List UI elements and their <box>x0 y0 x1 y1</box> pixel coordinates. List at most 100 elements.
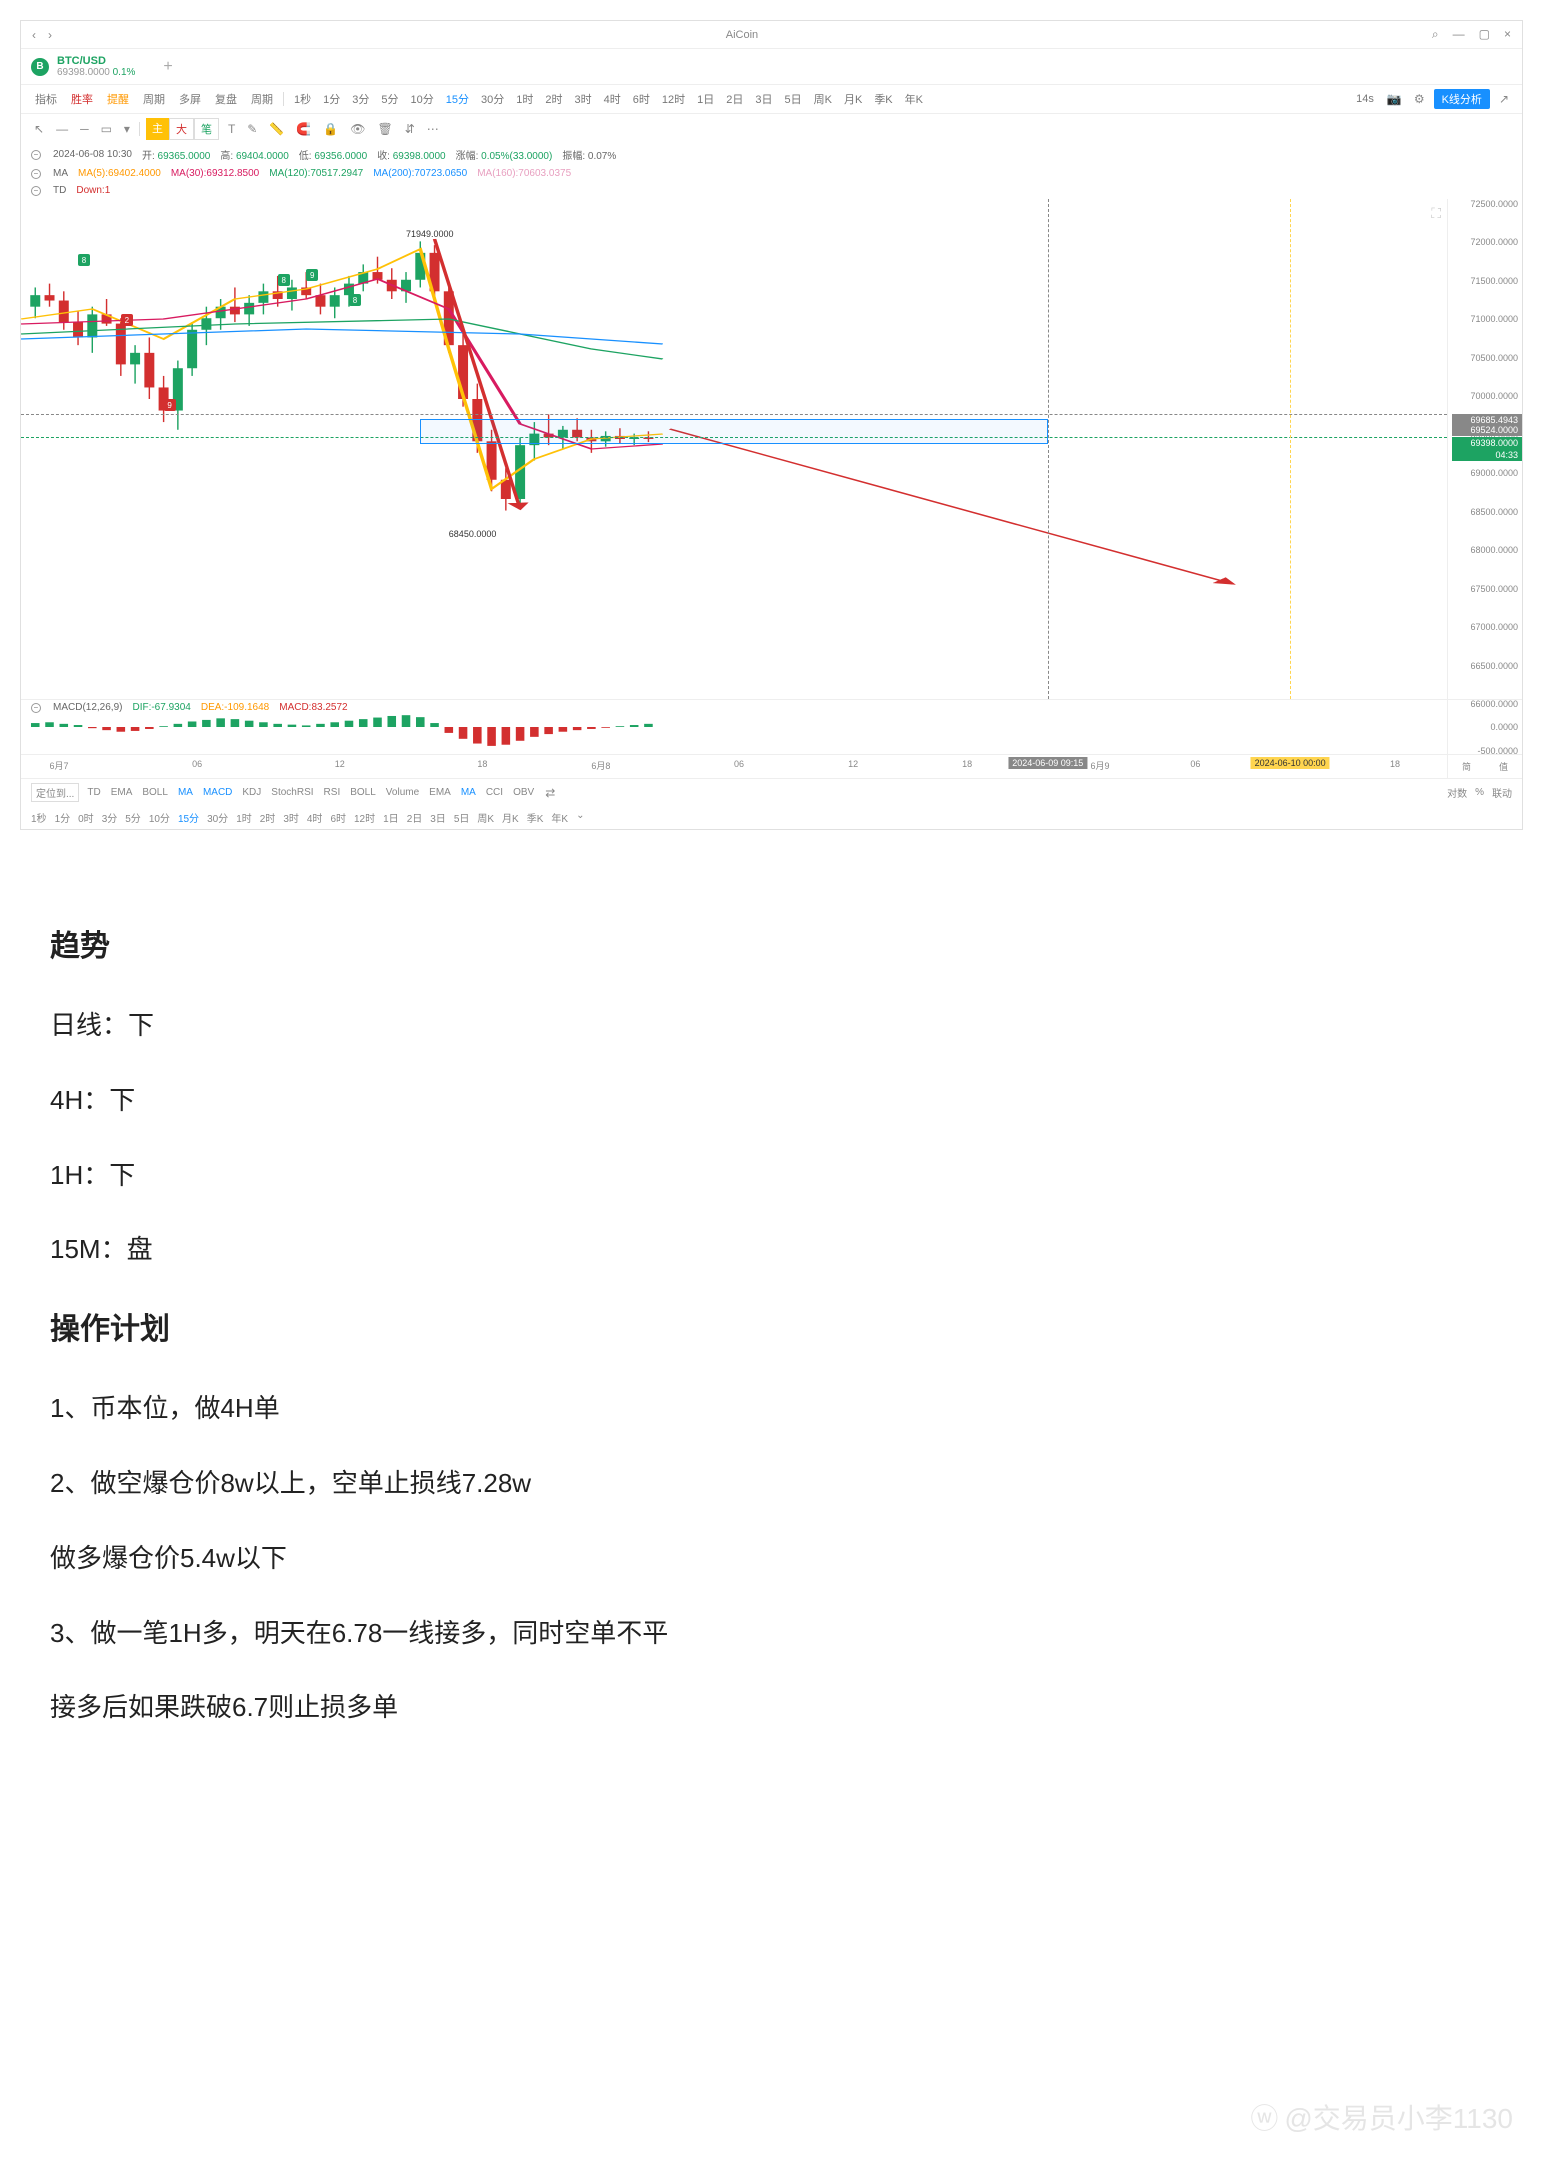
more-icon[interactable]: ⋯ <box>424 120 442 138</box>
tb-indicator[interactable]: 指标 <box>31 89 61 109</box>
indicator-ema[interactable]: EMA <box>111 787 133 798</box>
bottom-tf-年K[interactable]: 年K <box>551 810 568 825</box>
price-chart-area[interactable]: ⛶ 71949.000068450.0000829898 72500.00007… <box>21 199 1522 699</box>
timeframe-4时[interactable]: 4时 <box>600 89 625 109</box>
timeframe-1时[interactable]: 1时 <box>512 89 537 109</box>
indicator-more-icon[interactable]: ⇄ <box>542 784 558 802</box>
timeframe-2时[interactable]: 2时 <box>541 89 566 109</box>
timeframe-5分[interactable]: 5分 <box>377 89 402 109</box>
bottom-tf-2日[interactable]: 2日 <box>407 810 423 825</box>
bottom-tf-1秒[interactable]: 1秒 <box>31 810 47 825</box>
percent-toggle[interactable]: % <box>1475 787 1484 798</box>
indicator-volume[interactable]: Volume <box>386 787 419 798</box>
indicator-td[interactable]: TD <box>87 787 100 798</box>
x-side-btn[interactable]: 值 <box>1499 760 1508 773</box>
bottom-tf-10分[interactable]: 10分 <box>149 810 170 825</box>
locate-button[interactable]: 定位到... <box>31 783 79 802</box>
tf-collapse-icon[interactable]: ⌄ <box>576 810 584 825</box>
timeframe-3时[interactable]: 3时 <box>571 89 596 109</box>
bottom-tf-3日[interactable]: 3日 <box>430 810 446 825</box>
eye-icon[interactable]: 👁 <box>347 120 368 138</box>
timeframe-周K[interactable]: 周K <box>810 89 836 109</box>
ma-toggle-icon[interactable]: – <box>31 169 41 179</box>
bottom-tf-季K[interactable]: 季K <box>527 810 544 825</box>
magnet-icon[interactable]: 🧲 <box>293 120 314 138</box>
bottom-tf-4时[interactable]: 4时 <box>307 810 323 825</box>
indicator-boll[interactable]: BOLL <box>142 787 168 798</box>
bottom-tf-1时[interactable]: 1时 <box>236 810 252 825</box>
line-icon[interactable]: ― <box>53 120 71 138</box>
symbol-tab[interactable]: BTC/USD 69398.0000 0.1% <box>57 55 135 78</box>
bottom-tf-月K[interactable]: 月K <box>502 810 519 825</box>
close-icon[interactable]: × <box>1501 25 1514 44</box>
timeframe-10分[interactable]: 10分 <box>407 89 438 109</box>
timeframe-6时[interactable]: 6时 <box>629 89 654 109</box>
td-toggle-icon[interactable]: – <box>31 186 41 196</box>
macd-panel[interactable]: – MACD(12,26,9) DIF:-67.9304 DEA:-109.16… <box>21 699 1522 754</box>
lock-icon[interactable]: 🔒 <box>320 120 341 138</box>
back-icon[interactable]: ‹ <box>29 26 39 44</box>
ruler-icon[interactable]: 📏 <box>266 120 287 138</box>
kline-analysis-button[interactable]: K线分析 <box>1434 89 1490 109</box>
candle-big[interactable]: 大 <box>169 118 194 140</box>
trend-icon[interactable]: ─ <box>77 120 92 138</box>
link-toggle[interactable]: 联动 <box>1492 785 1512 800</box>
timeframe-30分[interactable]: 30分 <box>477 89 508 109</box>
indicator-cci[interactable]: CCI <box>486 787 503 798</box>
dropdown-icon[interactable]: ▾ <box>121 120 133 138</box>
bottom-tf-0时[interactable]: 0时 <box>78 810 94 825</box>
add-tab-button[interactable]: + <box>163 58 172 76</box>
tb-winrate[interactable]: 胜率 <box>67 89 97 109</box>
indicator-obv[interactable]: OBV <box>513 787 534 798</box>
settings-icon[interactable]: ⚙ <box>1411 90 1428 108</box>
bottom-tf-30分[interactable]: 30分 <box>207 810 228 825</box>
share-icon[interactable]: ↗ <box>1496 90 1512 108</box>
timeframe-2日[interactable]: 2日 <box>722 89 747 109</box>
timeframe-1秒[interactable]: 1秒 <box>290 89 315 109</box>
tb-multi[interactable]: 多屏 <box>175 89 205 109</box>
fullscreen-icon[interactable]: ⛶ <box>1431 205 1441 222</box>
filter-icon[interactable]: ⇵ <box>402 120 418 138</box>
brush-icon[interactable]: ✎ <box>244 120 260 138</box>
indicator-boll[interactable]: BOLL <box>350 787 376 798</box>
chart-canvas[interactable]: ⛶ 71949.000068450.0000829898 <box>21 199 1447 699</box>
bottom-tf-1日[interactable]: 1日 <box>383 810 399 825</box>
bottom-tf-12时[interactable]: 12时 <box>354 810 375 825</box>
timeframe-15分[interactable]: 15分 <box>442 89 473 109</box>
indicator-macd[interactable]: MACD <box>203 787 232 798</box>
tb-cycle2[interactable]: 周期 <box>247 89 277 109</box>
indicator-rsi[interactable]: RSI <box>324 787 341 798</box>
timeframe-年K[interactable]: 年K <box>901 89 927 109</box>
indicator-kdj[interactable]: KDJ <box>242 787 261 798</box>
ohlc-toggle-icon[interactable]: – <box>31 150 41 160</box>
bottom-tf-5日[interactable]: 5日 <box>454 810 470 825</box>
bottom-tf-3时[interactable]: 3时 <box>283 810 299 825</box>
indicator-ma[interactable]: MA <box>178 787 193 798</box>
timeframe-3日[interactable]: 3日 <box>751 89 776 109</box>
tb-alert[interactable]: 提醒 <box>103 89 133 109</box>
cursor-icon[interactable]: ↖ <box>31 120 47 138</box>
candle-small[interactable]: 笔 <box>194 118 219 140</box>
timeframe-5日[interactable]: 5日 <box>781 89 806 109</box>
trash-icon[interactable]: 🗑 <box>374 120 395 138</box>
indicator-ma[interactable]: MA <box>461 787 476 798</box>
bottom-tf-6时[interactable]: 6时 <box>330 810 346 825</box>
indicator-stochrsi[interactable]: StochRSI <box>271 787 313 798</box>
timeframe-3分[interactable]: 3分 <box>348 89 373 109</box>
bottom-tf-15分[interactable]: 15分 <box>178 810 199 825</box>
tb-replay[interactable]: 复盘 <box>211 89 241 109</box>
bottom-tf-1分[interactable]: 1分 <box>55 810 71 825</box>
minimize-icon[interactable]: — <box>1450 25 1468 44</box>
forward-icon[interactable]: › <box>45 26 55 44</box>
log-toggle[interactable]: 对数 <box>1447 785 1467 800</box>
timeframe-月K[interactable]: 月K <box>840 89 866 109</box>
bottom-tf-5分[interactable]: 5分 <box>125 810 141 825</box>
timeframe-1分[interactable]: 1分 <box>319 89 344 109</box>
search-icon[interactable]: ⌕ <box>1429 25 1442 44</box>
rect-icon[interactable]: ▭ <box>98 120 115 138</box>
bottom-tf-3分[interactable]: 3分 <box>102 810 118 825</box>
camera-icon[interactable]: 📷 <box>1384 90 1405 108</box>
timeframe-季K[interactable]: 季K <box>870 89 896 109</box>
text-icon[interactable]: T <box>225 120 238 138</box>
indicator-ema[interactable]: EMA <box>429 787 451 798</box>
